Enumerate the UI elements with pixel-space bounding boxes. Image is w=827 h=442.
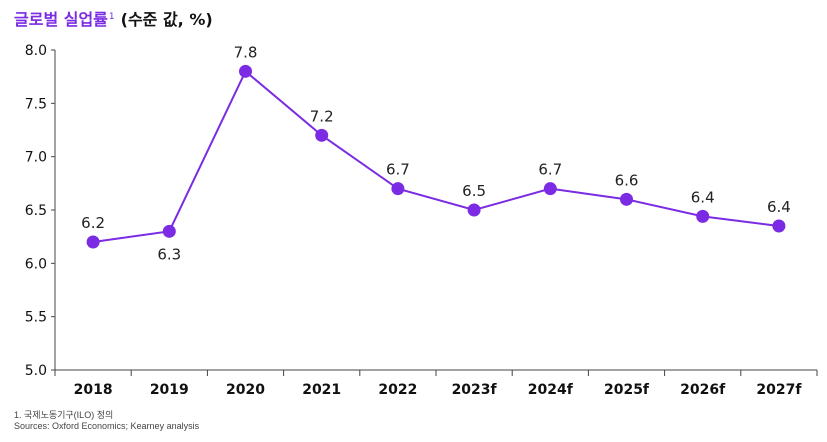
- data-point: [772, 219, 786, 233]
- data-point: [467, 203, 481, 217]
- y-tick-label: 7.0: [25, 150, 47, 166]
- y-axis-ticks: 5.0 5.5 6.0 6.5 7.0 7.5 8.0: [25, 43, 55, 379]
- data-point: [162, 224, 176, 238]
- data-point: [239, 64, 252, 78]
- line-chart: 5.05.56.06.57.07.58.0 2018 2019 2020 2021 20…: [25, 43, 818, 398]
- y-tick-label: 6.5: [25, 203, 47, 219]
- data-point: [620, 192, 633, 206]
- data-point: [315, 128, 329, 142]
- data-point: [543, 182, 557, 196]
- data-label: 6.5: [462, 182, 486, 200]
- data-point: [696, 209, 710, 223]
- chart-title: 글로벌 실업률1 (수준 값, %): [14, 6, 213, 30]
- data-point: [391, 182, 405, 196]
- x-tick-label: 2020: [226, 382, 265, 398]
- data-label: 6.4: [767, 198, 791, 216]
- footnote-sources: Sources: Oxford Economics; Kearney analy…: [14, 421, 200, 431]
- series-line: [92, 69, 780, 243]
- x-tick-label: 2022: [378, 382, 417, 398]
- x-tick-label: 2018: [74, 382, 113, 398]
- x-tick-label: 2024f: [528, 382, 574, 398]
- series-line-group: [92, 69, 780, 243]
- data-label: 7.2: [310, 107, 334, 125]
- chart-title-text: 글로벌 실업률: [14, 10, 108, 29]
- data-label: 7.8: [234, 43, 258, 61]
- y-tick-label: 8.0: [25, 43, 47, 59]
- data-label: 6.6: [615, 171, 639, 189]
- y-tick-label: 5.0: [25, 363, 47, 379]
- chart-title-footnote-mark: 1: [108, 11, 115, 22]
- x-tick-label: 2021: [302, 382, 341, 398]
- x-tick-label: 2023f: [452, 382, 498, 398]
- y-tick-label: 5.5: [25, 310, 47, 326]
- x-tick-label: 2025f: [604, 382, 650, 398]
- x-tick-label: 2026f: [680, 382, 726, 398]
- x-tick-label: 2019: [150, 382, 189, 398]
- x-tick-label: 2027f: [756, 382, 802, 398]
- chart-unit-label: (수준 값, %): [120, 10, 213, 29]
- data-label: 6.2: [81, 214, 105, 232]
- footnote-definition: 1. 국제노동기구(ILO) 정의: [14, 410, 114, 420]
- data-label: 6.3: [157, 245, 181, 263]
- x-axis-ticks: 2018 2019 2020 2021 2022 2023f 2024f 2025f 2026f…: [54, 370, 818, 398]
- data-labels: 6.2 6.3 7.8 7.2 6.7 6.5 6.7 6.6 6.4 6.4: [81, 43, 791, 263]
- data-label: 6.4: [691, 188, 715, 206]
- data-point: [86, 235, 100, 249]
- data-label: 6.7: [538, 161, 562, 179]
- footnotes: 1. 국제노동기구(ILO) 정의 Sources: Oxford Econom…: [14, 410, 199, 432]
- y-tick-label: 6.0: [25, 256, 47, 272]
- y-tick-label: 7.5: [25, 96, 47, 112]
- data-points: [86, 64, 786, 249]
- data-label: 6.7: [386, 161, 410, 179]
